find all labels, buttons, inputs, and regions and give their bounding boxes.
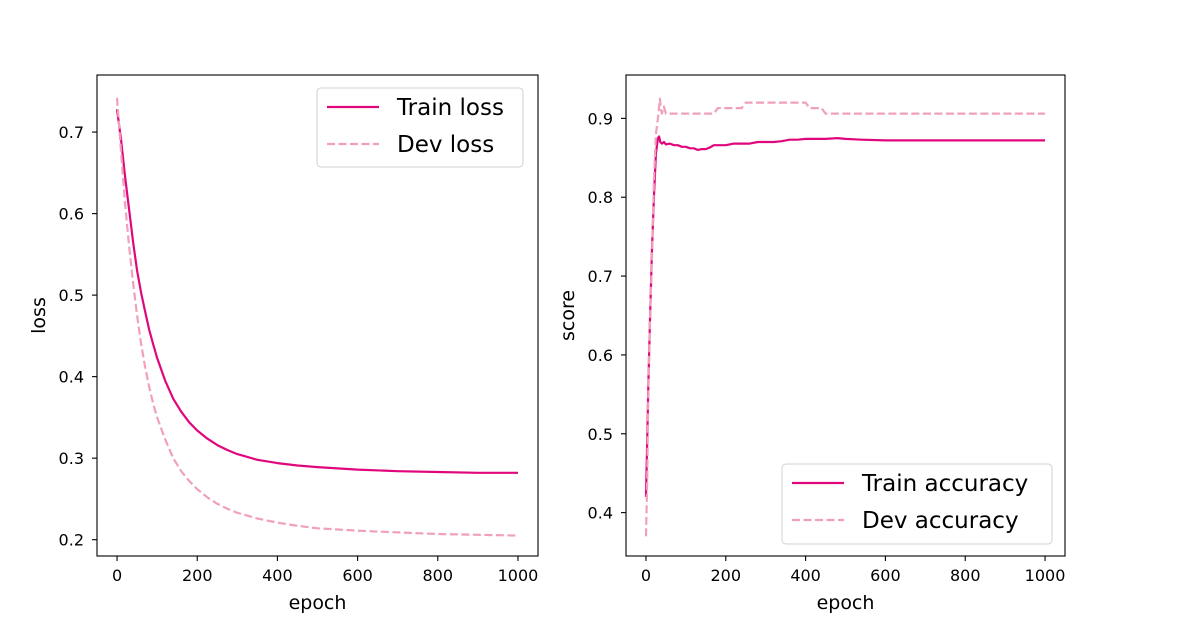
- dev-loss-line: [115, 97, 519, 537]
- dev-accuracy-line: [644, 97, 1045, 537]
- x-tick-label: 0: [641, 566, 651, 585]
- train-loss-line: [115, 109, 518, 474]
- loss-lines: [115, 97, 519, 537]
- y-tick-label: 0.6: [588, 346, 613, 365]
- y-tick-label: 0.6: [59, 205, 84, 224]
- y-tick-label: 0.4: [59, 368, 84, 387]
- legend-label: Train accuracy: [861, 471, 1028, 497]
- y-tick-label: 0.5: [59, 286, 84, 305]
- x-tick-label: 0: [112, 566, 122, 585]
- loss-axes-frame: [96, 74, 539, 557]
- x-tick-label: 200: [182, 566, 213, 585]
- accuracy-axes-frame: [625, 74, 1066, 557]
- y-tick-label: 0.3: [59, 449, 84, 468]
- y-tick-label: 0.5: [588, 425, 613, 444]
- x-tick-label: 1000: [498, 566, 539, 585]
- loss-chart-panel: 0 200 400 600 800 1000 0.2 0.3 0.4 0.5 0.6 0.7 epoch…: [28, 74, 539, 614]
- y-tick-label: 0.4: [588, 504, 613, 523]
- x-tick-label: 400: [262, 566, 293, 585]
- legend-label: Dev loss: [397, 132, 494, 158]
- train-accuracy-line: [644, 135, 1045, 497]
- y-tick-label: 0.9: [588, 109, 613, 128]
- y-tick-label: 0.7: [588, 267, 613, 286]
- loss-y-axis-label: loss: [28, 297, 50, 334]
- accuracy-lines: [644, 97, 1045, 537]
- y-tick-label: 0.8: [588, 188, 613, 207]
- accuracy-y-axis-label: score: [557, 290, 579, 341]
- legend-box: [781, 463, 1053, 545]
- x-tick-label: 200: [710, 566, 741, 585]
- loss-x-axis-label: epoch: [289, 592, 347, 614]
- y-tick-label: 0.2: [59, 531, 84, 550]
- legend-label: Train loss: [396, 95, 504, 121]
- x-tick-label: 600: [870, 566, 901, 585]
- loss-legend: Train loss Dev loss: [316, 87, 524, 168]
- accuracy-legend: Train accuracy Dev accuracy: [781, 463, 1053, 545]
- accuracy-chart-panel: 0 200 400 600 800 1000 0.4 0.5 0.6 0.7 0.8 0.9 epoch…: [557, 74, 1066, 614]
- legend-label: Dev accuracy: [862, 508, 1019, 534]
- x-tick-label: 800: [950, 566, 981, 585]
- x-tick-label: 800: [422, 566, 453, 585]
- accuracy-x-axis-label: epoch: [817, 592, 875, 614]
- x-tick-label: 400: [790, 566, 821, 585]
- x-tick-label: 600: [342, 566, 373, 585]
- x-tick-label: 1000: [1025, 566, 1066, 585]
- y-tick-label: 0.7: [59, 123, 84, 142]
